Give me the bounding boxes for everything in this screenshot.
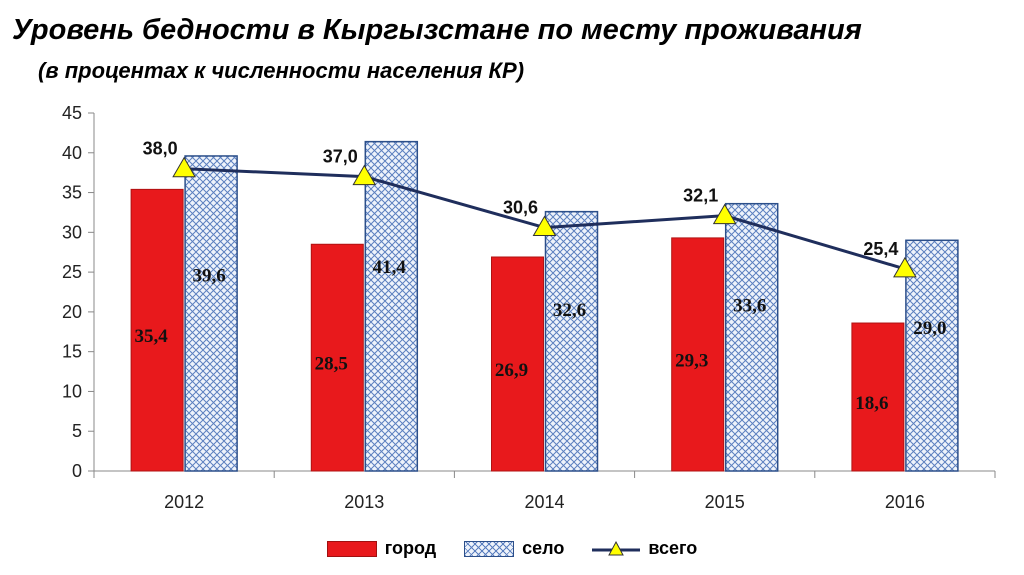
legend-item-village: село bbox=[464, 538, 564, 559]
x-tick-label: 2013 bbox=[344, 492, 384, 512]
chart-title: Уровень бедности в Кыргызстане по месту … bbox=[12, 14, 862, 46]
legend-swatch-total bbox=[592, 540, 641, 555]
y-tick-label: 0 bbox=[72, 461, 82, 481]
legend-label-total: всего bbox=[648, 538, 698, 558]
x-tick-label: 2015 bbox=[705, 492, 745, 512]
marker-total bbox=[893, 256, 917, 278]
y-tick-label: 10 bbox=[62, 381, 82, 401]
legend-item-total: всего bbox=[592, 538, 697, 559]
y-tick-label: 25 bbox=[62, 262, 82, 282]
marker-total bbox=[352, 164, 377, 186]
data-label-total: 32,1 bbox=[683, 186, 718, 206]
bar-city bbox=[851, 322, 905, 472]
data-label-village: 33,6 bbox=[733, 295, 766, 316]
data-label-village: 32,6 bbox=[553, 300, 586, 321]
x-tick-label: 2016 bbox=[885, 492, 925, 512]
data-label-village: 29,0 bbox=[913, 318, 946, 339]
legend-label-city: город bbox=[384, 538, 437, 558]
legend-swatch-city bbox=[326, 540, 377, 557]
marker-total bbox=[532, 215, 557, 237]
poverty-chart: 0 5 10 15 20 25 30 35 40 45 2012 2013 2014 2015 2016 3… bbox=[62, 103, 996, 512]
data-label-city: 28,5 bbox=[315, 354, 348, 375]
y-tick-label: 20 bbox=[62, 302, 82, 322]
y-tick-label: 30 bbox=[62, 222, 82, 242]
bar-city bbox=[310, 243, 364, 472]
chart-subtitle: (в процентах к численности населения КР) bbox=[38, 58, 525, 83]
marker-total bbox=[712, 203, 737, 225]
bar-village bbox=[544, 210, 599, 472]
legend-swatch-village bbox=[464, 540, 515, 557]
bar-city bbox=[491, 256, 544, 472]
x-tick-label: 2014 bbox=[524, 492, 564, 512]
data-label-total: 25,4 bbox=[863, 239, 898, 259]
marker-total bbox=[172, 156, 196, 178]
data-label-total: 38,0 bbox=[143, 139, 178, 159]
y-tick-label: 40 bbox=[62, 143, 82, 163]
y-tick-label: 35 bbox=[62, 183, 82, 203]
data-label-city: 29,3 bbox=[675, 350, 708, 371]
bar-village bbox=[724, 202, 779, 472]
data-label-village: 41,4 bbox=[373, 257, 407, 278]
bar-city bbox=[130, 188, 184, 472]
data-label-village: 39,6 bbox=[192, 266, 225, 287]
y-tick-label: 45 bbox=[62, 103, 82, 123]
data-label-city: 26,9 bbox=[495, 360, 528, 381]
y-tick-label: 5 bbox=[72, 421, 82, 441]
chart-legend: город село всего bbox=[0, 538, 1024, 559]
data-label-total: 30,6 bbox=[503, 198, 538, 218]
legend-label-village: село bbox=[522, 538, 565, 558]
legend-item-city: город bbox=[326, 538, 437, 559]
bar-village bbox=[905, 239, 959, 472]
data-label-city: 35,4 bbox=[134, 326, 168, 347]
bar-village bbox=[184, 155, 238, 472]
data-label-total: 37,0 bbox=[323, 147, 358, 167]
x-tick-label: 2012 bbox=[164, 492, 204, 512]
data-label-city: 18,6 bbox=[855, 393, 888, 414]
y-tick-label: 15 bbox=[62, 342, 82, 362]
bar-village bbox=[364, 140, 419, 472]
bar-city bbox=[671, 237, 725, 472]
